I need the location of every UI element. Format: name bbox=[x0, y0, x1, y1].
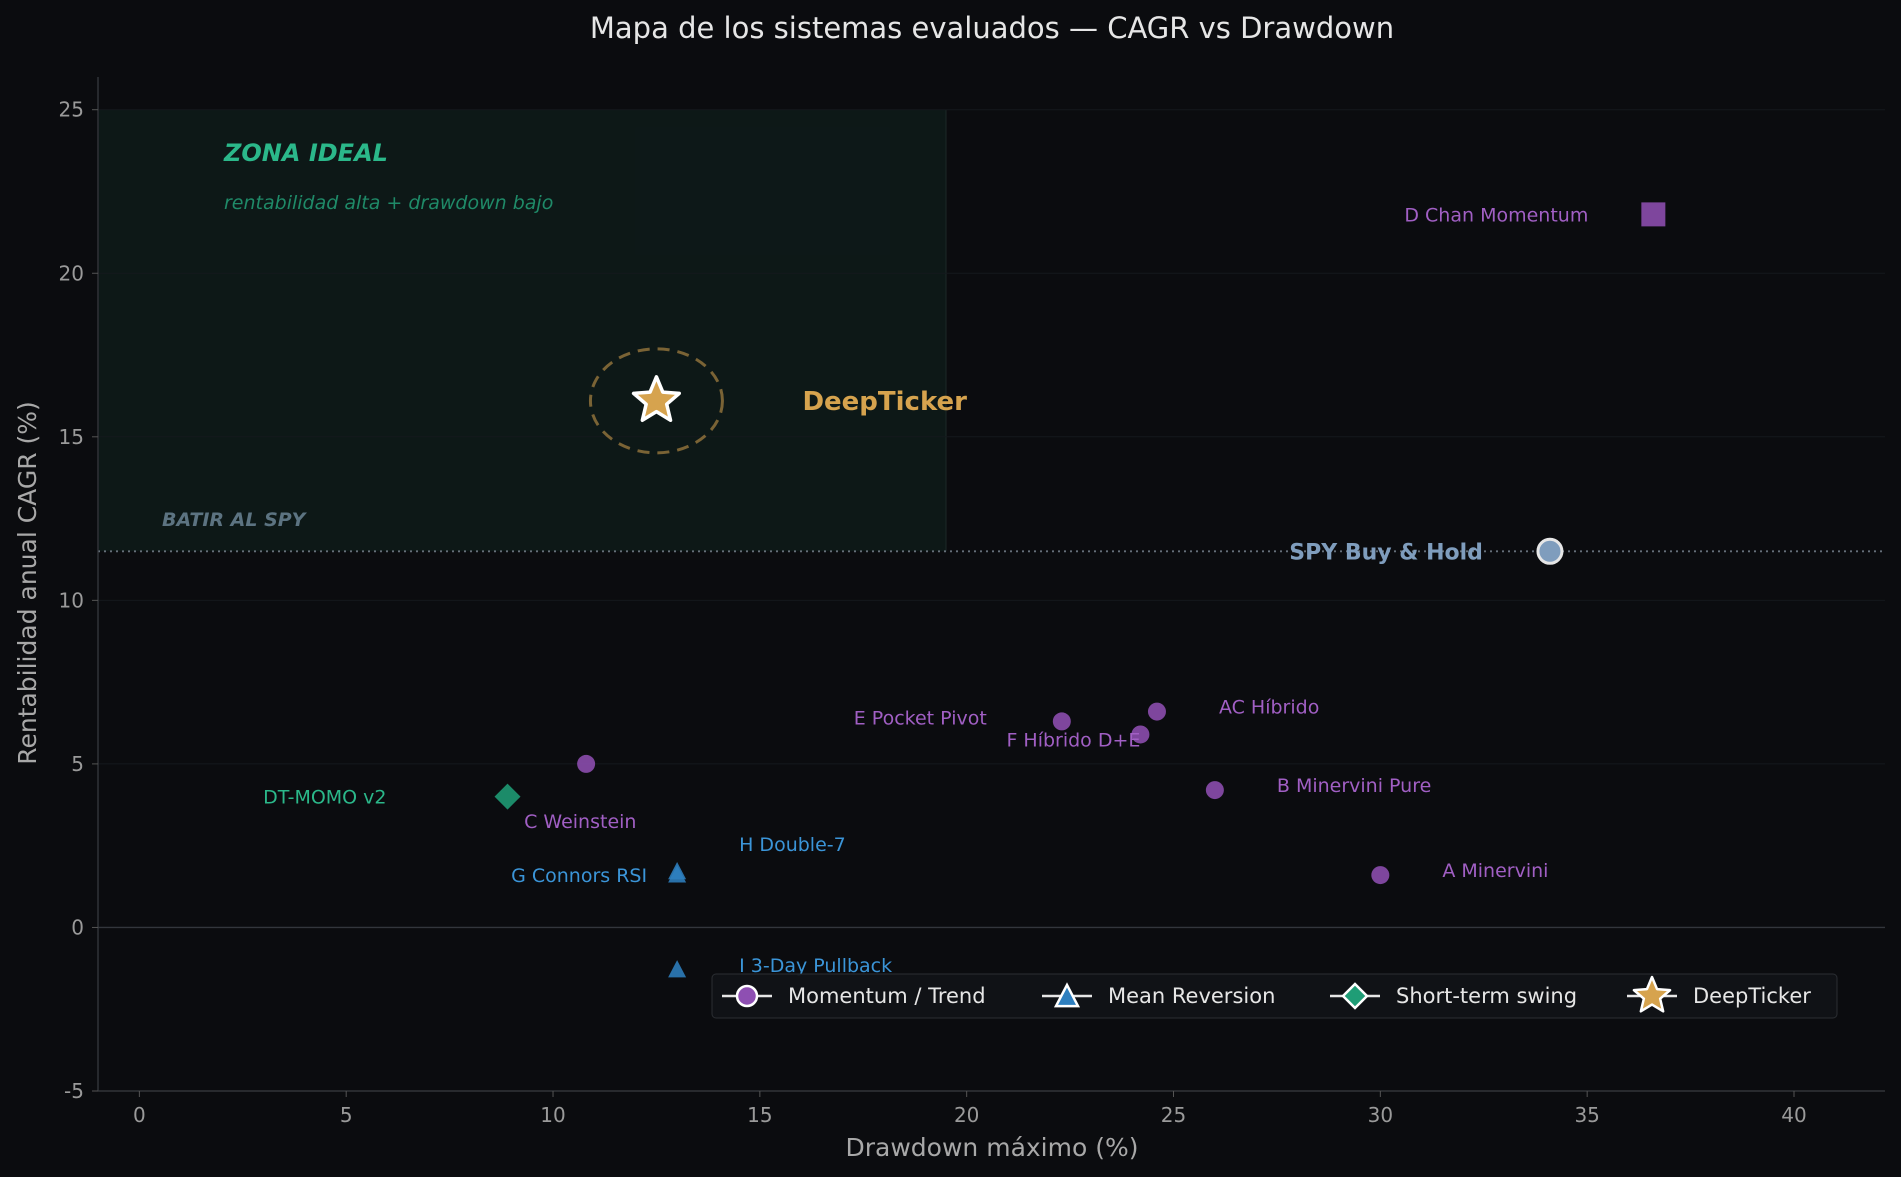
y-tick-label: -5 bbox=[64, 1079, 84, 1103]
legend-triangle-icon bbox=[1053, 982, 1081, 1008]
y-tick-label: 25 bbox=[59, 98, 84, 122]
legend-label-momentum-trend: Momentum / Trend bbox=[788, 984, 986, 1008]
point-label-deepticker: DeepTicker bbox=[802, 387, 967, 417]
x-tick-label: 30 bbox=[1368, 1103, 1393, 1127]
point-label-ac-h-brido: AC Híbrido bbox=[1219, 697, 1319, 719]
benchmark-label: BATIR AL SPY bbox=[162, 509, 308, 531]
legend-circle-icon bbox=[735, 984, 759, 1008]
x-tick-label: 5 bbox=[340, 1103, 353, 1127]
legend-box bbox=[711, 973, 1838, 1019]
x-tick-label: 20 bbox=[954, 1103, 979, 1127]
x-tick-label: 25 bbox=[1161, 1103, 1186, 1127]
point-label-c-weinstein: C Weinstein bbox=[524, 811, 636, 833]
legend-star-icon bbox=[1632, 975, 1672, 1013]
point-label-spy-buy-hold: SPY Buy & Hold bbox=[1289, 540, 1483, 565]
deepticker-highlight-ring bbox=[588, 347, 724, 455]
ideal-zone bbox=[99, 109, 946, 552]
point-spy-buy-hold bbox=[1536, 537, 1564, 565]
point-a-minervini bbox=[1371, 866, 1390, 885]
x-tick-label: 15 bbox=[747, 1103, 772, 1127]
x-tick-label: 40 bbox=[1781, 1103, 1806, 1127]
zone-subtitle: rentabilidad alta + drawdown bajo bbox=[224, 192, 553, 214]
point-f-h-brido-d-e bbox=[1131, 725, 1150, 744]
point-label-i-3-day-pullback: I 3-Day Pullback bbox=[739, 955, 892, 977]
y-tick-label: 5 bbox=[71, 752, 84, 776]
labels-layer: A Minervini B Minervini Pure C Weinstein D … bbox=[263, 204, 1588, 977]
point-h-double-7 bbox=[668, 861, 687, 880]
chart-title: Mapa de los sistemas evaluados — CAGR vs… bbox=[590, 11, 1394, 45]
point-ac-h-brido bbox=[1147, 702, 1166, 721]
point-label-b-minervini-pure: B Minervini Pure bbox=[1277, 775, 1431, 797]
legend-diamond-icon bbox=[1341, 982, 1369, 1010]
legend: Momentum / Trend Mean Reversion Short-term… bbox=[711, 973, 1838, 1019]
point-i-3-day-pullback bbox=[668, 960, 687, 978]
point-b-minervini-pure bbox=[1205, 781, 1224, 800]
y-tick-label: 20 bbox=[59, 261, 84, 285]
zone-layer bbox=[99, 109, 947, 552]
legend-label-mean-reversion: Mean Reversion bbox=[1108, 984, 1275, 1008]
point-c-weinstein bbox=[577, 754, 596, 773]
legend-label-deepticker: DeepTicker bbox=[1693, 984, 1811, 1008]
point-e-pocket-pivot bbox=[1052, 712, 1071, 731]
x-tick-label: 35 bbox=[1574, 1103, 1599, 1127]
axes-layer: 0 5 10 15 20 25 30 35 40 -5 0 5 10 15 20 25 bbox=[59, 77, 1885, 1127]
point-label-dt-momo-v2: DT-MOMO v2 bbox=[263, 787, 386, 809]
deepticker-star-marker bbox=[631, 375, 682, 422]
point-label-g-connors-rsi: G Connors RSI bbox=[511, 865, 647, 887]
point-label-f-h-brido-d-e: F Híbrido D+E bbox=[1006, 729, 1140, 751]
point-dt-momo-v2 bbox=[494, 783, 521, 810]
zone-title: ZONA IDEAL bbox=[223, 139, 388, 167]
y-tick-label: 10 bbox=[59, 588, 84, 612]
y-axis-label: Rentabilidad anual CAGR (%) bbox=[13, 401, 42, 765]
x-tick-label: 10 bbox=[540, 1103, 565, 1127]
y-tick-label: 15 bbox=[59, 425, 84, 449]
x-axis-label: Drawdown máximo (%) bbox=[846, 1133, 1139, 1162]
point-d-chan-momentum bbox=[1641, 202, 1666, 227]
x-tick-label: 0 bbox=[133, 1103, 146, 1127]
point-label-h-double-7: H Double-7 bbox=[739, 834, 846, 856]
legend-label-short-term-swing: Short-term swing bbox=[1396, 984, 1577, 1008]
point-label-d-chan-momentum: D Chan Momentum bbox=[1404, 204, 1588, 226]
y-tick-label: 0 bbox=[71, 915, 84, 939]
point-label-e-pocket-pivot: E Pocket Pivot bbox=[854, 707, 987, 729]
point-label-a-minervini: A Minervini bbox=[1442, 860, 1548, 882]
marks-layer bbox=[494, 202, 1666, 978]
